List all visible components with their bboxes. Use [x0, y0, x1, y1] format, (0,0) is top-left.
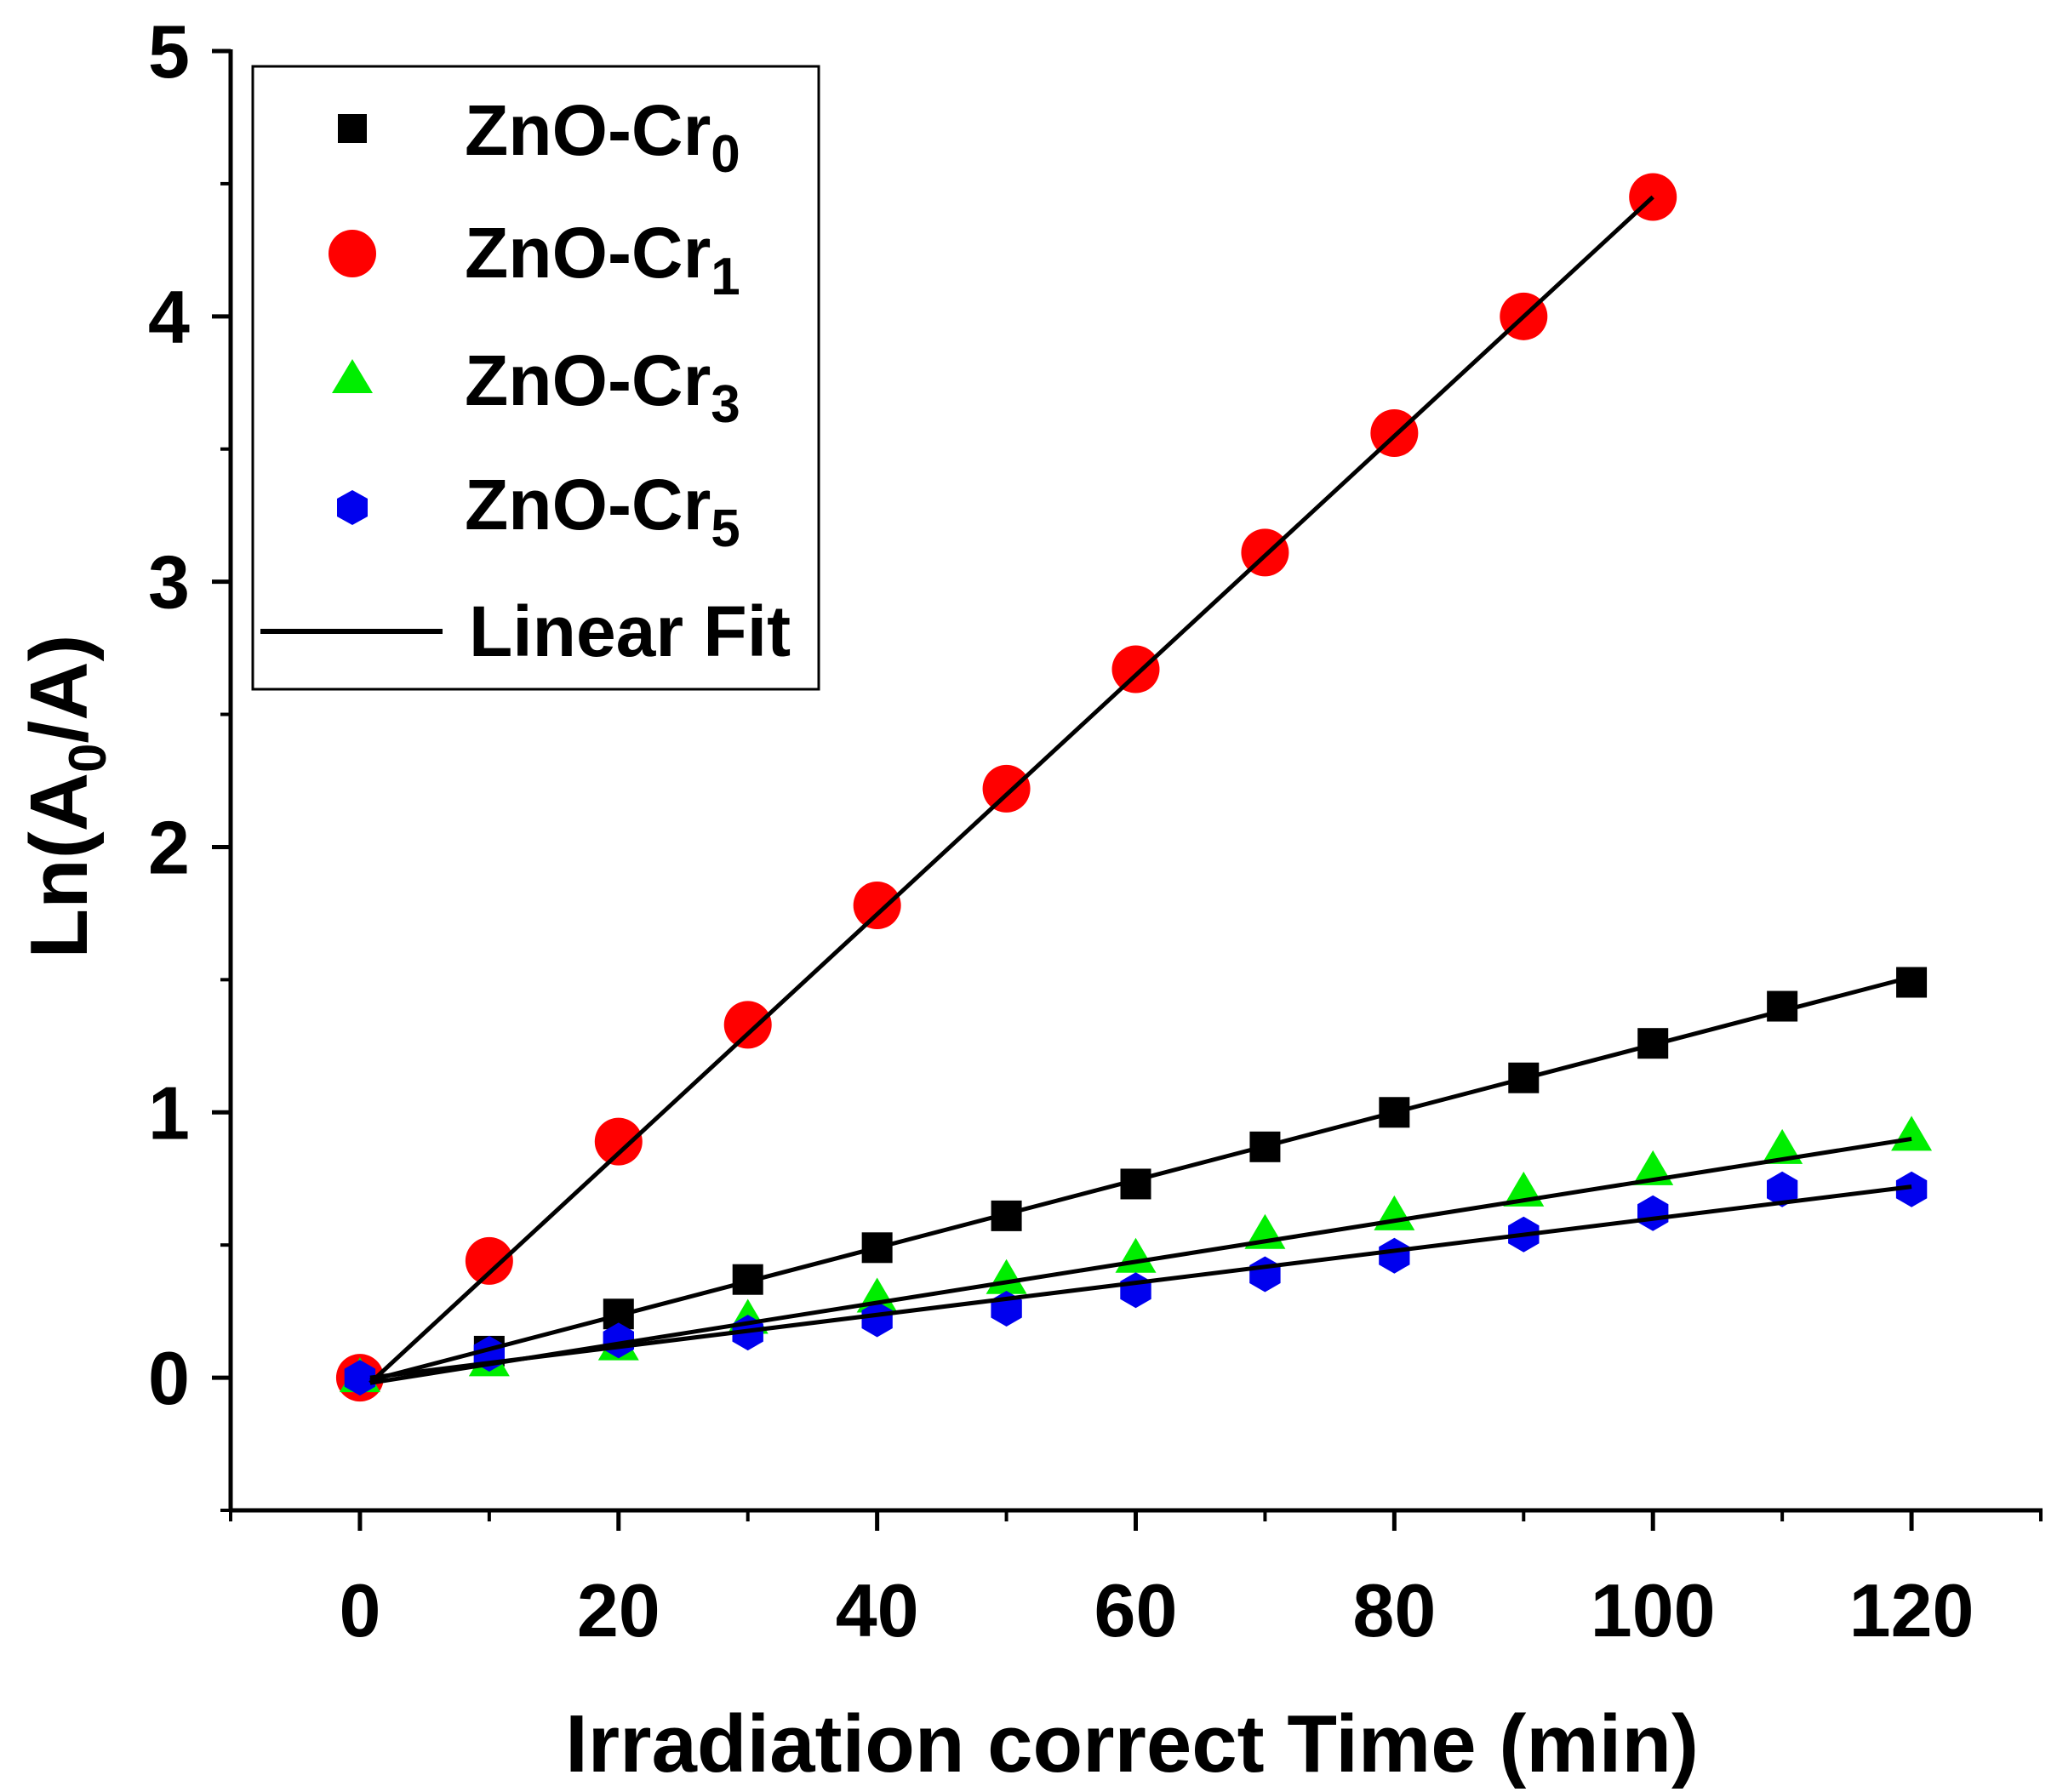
legend-label-cr1: ZnO-Cr1 [465, 213, 740, 306]
legend-circle-marker [329, 230, 376, 277]
legend: ZnO-Cr0 ZnO-Cr1 ZnO-Cr3 ZnO-Cr5 Linear F… [251, 65, 820, 691]
fit-line-cr1 [369, 195, 1654, 1385]
fit-line-cr0 [369, 974, 1912, 1383]
y-tick-label: 5 [148, 9, 190, 94]
y-tick-label: 1 [148, 1070, 190, 1155]
x-tick-label: 120 [1849, 1568, 1974, 1652]
x-tick-label: 60 [1094, 1568, 1178, 1652]
data-point-circle [594, 1117, 643, 1166]
legend-label-cr3: ZnO-Cr3 [465, 340, 740, 434]
data-point-circle [982, 764, 1031, 813]
data-point-circle [465, 1236, 513, 1285]
x-tick-label: 80 [1352, 1568, 1436, 1652]
legend-entry-fit: Linear Fit [260, 591, 791, 671]
plot-area [335, 173, 1933, 1402]
legend-entry-cr3: ZnO-Cr3 [332, 340, 740, 434]
series-cr1 [335, 173, 1677, 1402]
x-tick-label: 20 [577, 1568, 660, 1652]
y-axis-label-prefix: Ln(A [14, 773, 105, 959]
data-point-hexagon [1637, 1195, 1669, 1231]
data-point-triangle [1891, 1116, 1933, 1151]
legend-label-cr5: ZnO-Cr5 [465, 465, 740, 558]
legend-entry-cr1: ZnO-Cr1 [329, 213, 740, 306]
legend-hexagon-marker [337, 490, 368, 525]
data-point-triangle [986, 1258, 1027, 1294]
data-point-triangle [1762, 1128, 1803, 1164]
fit-line-cr3 [369, 1136, 1912, 1385]
y-tick-label: 0 [148, 1336, 190, 1420]
x-axis-label: Irradiation correct Time (min) [565, 1698, 1699, 1789]
y-axis-label: Ln(A0/A) [14, 634, 117, 958]
x-tick-label: 0 [339, 1568, 380, 1652]
x-tick-label: 40 [836, 1568, 919, 1652]
data-point-hexagon [344, 1360, 376, 1396]
data-point-circle [853, 882, 901, 930]
y-tick-label: 4 [148, 275, 190, 359]
legend-triangle-marker [332, 359, 373, 393]
data-point-hexagon [1379, 1237, 1410, 1274]
data-point-hexagon [1895, 1171, 1928, 1207]
y-tick-label: 2 [148, 805, 190, 889]
axes: 0 1 2 3 4 5 0 20 40 60 80 100 120 [148, 9, 2043, 1652]
fit-line-cr5 [369, 1184, 1912, 1380]
data-point-circle [1111, 645, 1160, 693]
data-point-square [1896, 967, 1928, 998]
data-point-circle [723, 1001, 772, 1049]
data-point-hexagon [1120, 1272, 1151, 1309]
data-point-hexagon [1767, 1171, 1798, 1207]
y-axis-label-suffix: /A) [14, 634, 105, 743]
data-point-triangle [1115, 1237, 1157, 1273]
legend-entry-cr0: ZnO-Cr0 [338, 90, 740, 184]
y-tick-label: 3 [148, 540, 190, 625]
legend-label-cr0: ZnO-Cr0 [465, 90, 740, 184]
x-tick-label: 100 [1591, 1568, 1716, 1652]
legend-label-fit: Linear Fit [469, 591, 791, 671]
data-point-hexagon [861, 1301, 893, 1338]
legend-square-marker [338, 114, 367, 143]
legend-entry-cr5: ZnO-Cr5 [337, 465, 740, 558]
data-point-hexagon [1249, 1256, 1281, 1293]
series-cr5 [344, 1171, 1928, 1396]
y-axis-label-sub: 0 [59, 743, 117, 772]
